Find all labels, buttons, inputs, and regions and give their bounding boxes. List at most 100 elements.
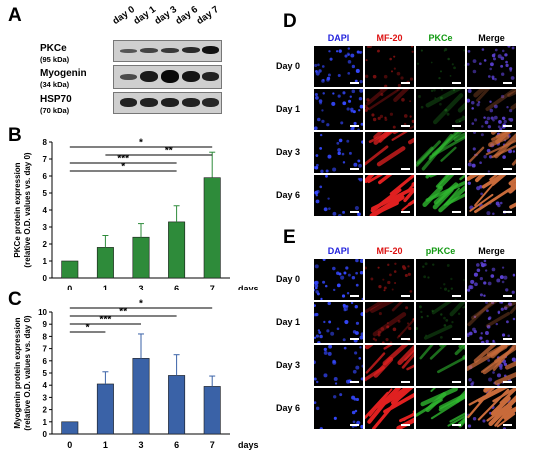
panel-letter-b: B	[8, 125, 22, 146]
scale-bar	[452, 424, 461, 426]
x-axis-title: days	[238, 284, 259, 290]
d-row-label: Day 0	[276, 60, 301, 71]
d-micrograph	[416, 132, 465, 173]
significance-mark: *	[121, 162, 125, 173]
d-micrograph	[467, 46, 516, 87]
scale-bar	[452, 295, 461, 297]
x-tick-label: 6	[174, 440, 179, 450]
bar-day-6	[168, 221, 186, 279]
significance-mark: **	[165, 146, 173, 157]
blot-strip-myogenin	[113, 65, 222, 89]
d-micrograph	[365, 175, 414, 216]
scale-bar	[350, 424, 359, 426]
d-micrograph	[365, 132, 414, 173]
y-axis-title-line: (relative O.D. values vs. day 0)	[23, 152, 32, 268]
y-tick-label: 5	[43, 189, 48, 198]
scale-bar	[350, 82, 359, 84]
d-micrograph	[365, 46, 414, 87]
d-micrograph	[314, 89, 363, 130]
bar-day-1	[96, 247, 114, 279]
y-tick-label: 6	[43, 357, 48, 366]
e-row-label: Day 1	[276, 316, 301, 327]
d-micrograph	[314, 46, 363, 87]
d-column-header: Merge	[478, 33, 505, 43]
scale-bar	[452, 125, 461, 127]
significance-mark: **	[119, 307, 127, 318]
y-axis-title-line: Myogenin protein expression	[13, 317, 22, 428]
panel-letter-d: D	[283, 11, 297, 32]
x-tick-label: 6	[174, 284, 179, 290]
scale-bar	[452, 338, 461, 340]
x-tick-label: 7	[210, 440, 215, 450]
e-column-header: MF-20	[376, 246, 403, 256]
scale-bar	[401, 82, 410, 84]
significance-mark: *	[139, 138, 143, 149]
scale-bar	[401, 381, 410, 383]
scale-bar	[452, 211, 461, 213]
x-axis-title: days	[238, 440, 259, 450]
y-tick-label: 7	[43, 155, 48, 164]
scale-bar	[503, 381, 512, 383]
e-column-header: pPKCe	[425, 246, 456, 256]
y-tick-label: 5	[43, 369, 48, 378]
significance-mark: *	[86, 323, 90, 334]
scale-bar	[401, 424, 410, 426]
bar-day-6	[168, 375, 186, 435]
d-micrograph	[467, 132, 516, 173]
blot-day-7: day 7	[194, 4, 221, 27]
blot-row-hsp70-label: HSP70 (70 kDa)	[40, 94, 72, 115]
bar-day-7	[203, 386, 221, 435]
bar-day-1	[96, 383, 114, 435]
e-micrograph	[314, 388, 363, 429]
x-tick-label: 0	[67, 440, 72, 450]
blot-row-myogenin-label: Myogenin (34 kDa)	[40, 68, 87, 89]
d-micrograph	[416, 89, 465, 130]
significance-mark: ***	[100, 315, 112, 326]
scale-bar	[401, 125, 410, 127]
bar-day-3	[132, 358, 150, 435]
x-tick-label: 3	[138, 440, 143, 450]
y-tick-label: 8	[43, 332, 48, 341]
e-row-label: Day 3	[276, 359, 301, 370]
y-tick-label: 3	[43, 393, 48, 402]
scale-bar	[401, 295, 410, 297]
scale-bar	[503, 82, 512, 84]
d-micrograph	[314, 132, 363, 173]
d-micrograph	[314, 175, 363, 216]
y-axis-title-line: (relative O.D. values vs. day 0)	[23, 315, 32, 431]
y-tick-label: 10	[38, 308, 47, 317]
y-tick-label: 7	[43, 345, 48, 354]
scale-bar	[350, 338, 359, 340]
x-tick-label: 7	[210, 284, 215, 290]
y-tick-label: 4	[43, 381, 48, 390]
e-micrograph	[365, 345, 414, 386]
scale-bar	[452, 82, 461, 84]
e-column-header: Merge	[478, 246, 505, 256]
x-tick-label: 1	[103, 284, 108, 290]
x-tick-label: 1	[103, 440, 108, 450]
bar-day-0	[61, 421, 79, 435]
blot-row-pkce-label: PKCe (95 kDa)	[40, 43, 70, 64]
chart-myogenin-expression: 0 1 2 3 4 5 6 7 8 9 10 0 1 3 6 7 days Myogenin protein ex…	[13, 299, 259, 451]
y-tick-label: 1	[43, 418, 48, 427]
x-tick-label: 0	[67, 284, 72, 290]
scale-bar	[350, 168, 359, 170]
d-micrograph	[416, 46, 465, 87]
scale-bar	[452, 168, 461, 170]
scale-bar	[350, 125, 359, 127]
y-tick-label: 3	[43, 223, 48, 232]
scale-bar	[503, 125, 512, 127]
scale-bar	[503, 211, 512, 213]
y-tick-label: 2	[43, 240, 48, 249]
e-micrograph	[365, 259, 414, 300]
d-micrograph	[365, 89, 414, 130]
scale-bar	[401, 168, 410, 170]
d-row-label: Day 1	[276, 103, 301, 114]
d-micrograph	[467, 89, 516, 130]
y-tick-label: 6	[43, 172, 48, 181]
e-micrograph	[467, 345, 516, 386]
e-micrograph	[365, 388, 414, 429]
scale-bar	[350, 381, 359, 383]
d-micrograph	[416, 175, 465, 216]
e-micrograph	[314, 259, 363, 300]
